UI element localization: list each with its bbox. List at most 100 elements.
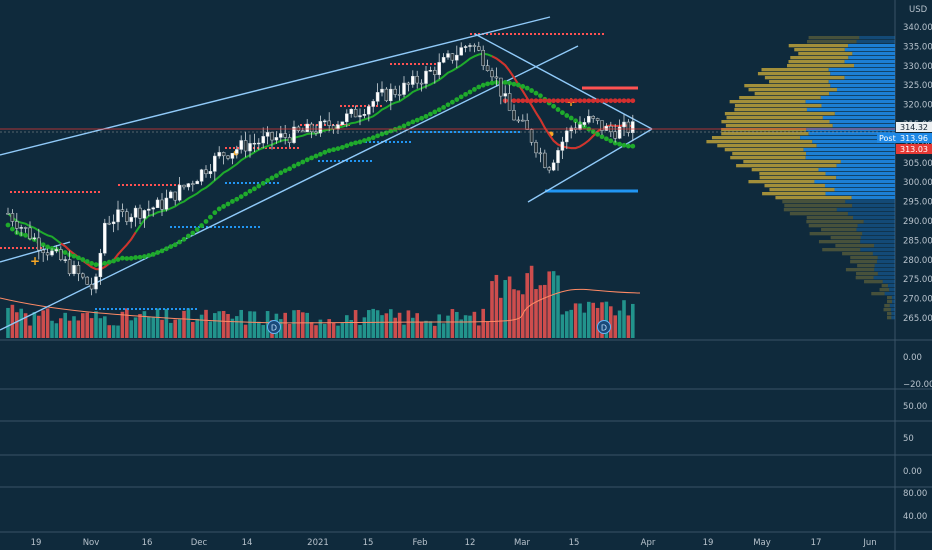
volume-profile-row-gold <box>730 156 806 160</box>
resistance-level <box>538 33 540 35</box>
candle-body <box>371 101 375 107</box>
volume-bar <box>428 321 433 338</box>
support-level <box>174 226 176 228</box>
candle-body <box>67 259 72 275</box>
volume-profile-row-blue <box>892 300 895 304</box>
candle-body <box>353 109 358 118</box>
price-axis-label: 320.00 <box>903 101 932 111</box>
volume-bar <box>459 319 463 338</box>
volume-profile-row-gold <box>739 96 821 100</box>
candle-body <box>261 136 265 144</box>
resistance-level <box>380 105 382 107</box>
volume-profile-row-gold <box>808 36 860 40</box>
candle-body <box>204 169 208 175</box>
candle-body <box>107 222 111 225</box>
volume-profile-row-blue <box>853 216 895 220</box>
resistance-level <box>273 147 275 149</box>
volume-profile-row-blue <box>889 288 895 292</box>
support-level <box>273 182 275 184</box>
volume-bar <box>252 311 257 338</box>
volume-bar <box>32 312 37 338</box>
ma-long-dot <box>238 194 244 199</box>
volume-profile-row-blue <box>840 160 895 164</box>
volume-profile-row-blue <box>821 104 895 108</box>
volume-bars <box>6 265 635 338</box>
volume-bar <box>485 321 490 338</box>
time-axis-label: Feb <box>412 538 427 548</box>
volume-profile-row-blue <box>844 76 895 80</box>
candle-body <box>318 121 323 134</box>
volume-profile-row-gold <box>725 124 833 128</box>
ma-long-dot <box>436 107 442 113</box>
last-price-text: 314.32 <box>900 123 928 132</box>
volume-profile-row-blue <box>816 144 895 148</box>
resistance-level <box>150 184 152 186</box>
candle-body <box>503 93 507 97</box>
volume-bar <box>622 300 626 338</box>
volume-bar <box>340 322 345 338</box>
dividend-marker-label: D <box>601 324 607 333</box>
candle-body <box>287 137 292 143</box>
ma-long-dot <box>40 242 46 248</box>
volume-profile-row-blue <box>857 224 895 228</box>
price-axis[interactable]: 340.00335.00330.00325.00320.00315.00310.… <box>903 5 932 324</box>
support-level <box>418 131 420 133</box>
volume-profile-row-gold <box>788 44 849 48</box>
candle-body <box>177 184 182 201</box>
volume-bar <box>547 271 551 338</box>
resistance-level <box>166 184 168 186</box>
resistance-level <box>304 124 306 126</box>
resistance-level <box>340 105 342 107</box>
volume-profile-row-gold <box>806 220 864 224</box>
resistance-level <box>285 147 287 149</box>
volume-bar <box>631 303 635 338</box>
resistance-level <box>90 191 92 193</box>
support-level <box>143 308 145 310</box>
candle-body <box>393 88 397 95</box>
volume-profile-row-blue <box>891 316 895 320</box>
volume-profile-row-gold <box>748 180 815 184</box>
support-level <box>250 226 252 228</box>
resistance-level <box>293 147 295 149</box>
volume-profile-row-gold <box>764 76 845 80</box>
ma-long-dot <box>137 254 143 260</box>
resistance-level <box>0 247 2 249</box>
resistance-level <box>86 191 88 193</box>
support-level <box>366 160 368 162</box>
volume-bar <box>499 297 503 338</box>
ma-long-dot <box>326 148 332 154</box>
resistance-level <box>229 147 231 149</box>
candle-body <box>160 199 164 210</box>
ma-long-dot <box>555 107 561 112</box>
candle-body <box>419 82 424 85</box>
resistance-level <box>478 33 480 35</box>
ma-long-dot-red <box>595 98 600 104</box>
ma-long-dot-red <box>599 98 605 104</box>
candle-body <box>450 53 455 61</box>
time-axis-label: May <box>753 538 771 548</box>
volume-bar <box>72 316 76 338</box>
volume-profile-row-blue <box>805 100 895 104</box>
ma-long-dot <box>529 88 534 93</box>
volume-bar <box>569 309 573 338</box>
ma-long-dot <box>626 143 631 149</box>
ma-long-dot <box>621 142 627 148</box>
candle-body <box>367 106 371 115</box>
volume-bar <box>287 323 292 338</box>
candle-body <box>323 120 327 123</box>
volume-profile-row-gold <box>789 212 848 216</box>
price-badges: 314.32 Post 313.96 313.03 <box>877 122 932 154</box>
time-axis[interactable]: 19 Nov 16 Dec 14 2021 15 Feb 12 Mar 15 Apr 19 May 17 Ju… <box>31 538 877 548</box>
ma-long-dot-red <box>608 98 614 104</box>
candle-body <box>613 131 617 139</box>
ma-long-dot <box>511 81 517 87</box>
volume-bar <box>50 320 54 338</box>
volume-bar <box>477 325 481 338</box>
candle-body <box>499 77 503 97</box>
ma-long-dot <box>80 257 86 262</box>
support-level <box>434 131 436 133</box>
